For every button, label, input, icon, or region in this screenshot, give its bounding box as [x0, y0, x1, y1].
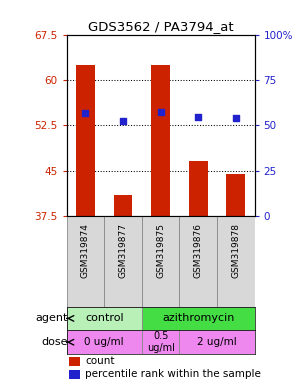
- Bar: [68, 357, 80, 366]
- Text: GSM319876: GSM319876: [194, 223, 203, 278]
- Text: GSM319878: GSM319878: [231, 223, 240, 278]
- Bar: [104, 216, 142, 306]
- Bar: [142, 330, 179, 354]
- Bar: [76, 65, 95, 216]
- Text: GSM319875: GSM319875: [156, 223, 165, 278]
- Bar: [142, 216, 179, 306]
- Bar: [67, 216, 104, 306]
- Bar: [217, 216, 255, 306]
- Title: GDS3562 / PA3794_at: GDS3562 / PA3794_at: [88, 20, 233, 33]
- Text: 0 ug/ml: 0 ug/ml: [85, 337, 124, 347]
- Bar: [189, 161, 208, 216]
- Point: [158, 109, 163, 115]
- Point: [196, 114, 201, 120]
- Text: agent: agent: [35, 313, 68, 323]
- Point: [121, 118, 125, 124]
- Text: GSM319877: GSM319877: [118, 223, 128, 278]
- Bar: [226, 174, 245, 216]
- Point: [233, 115, 238, 121]
- Text: 2 ug/ml: 2 ug/ml: [197, 337, 237, 347]
- Text: control: control: [85, 313, 124, 323]
- Bar: [179, 330, 255, 354]
- Text: percentile rank within the sample: percentile rank within the sample: [85, 369, 261, 379]
- Point: [83, 109, 88, 116]
- Text: dose: dose: [41, 337, 68, 347]
- Bar: [114, 195, 132, 216]
- Bar: [151, 65, 170, 216]
- Bar: [142, 306, 255, 330]
- Bar: [67, 306, 142, 330]
- Text: azithromycin: azithromycin: [162, 313, 234, 323]
- Bar: [68, 370, 80, 379]
- Text: count: count: [85, 356, 115, 366]
- Bar: [67, 330, 142, 354]
- Text: 0.5
ug/ml: 0.5 ug/ml: [147, 331, 175, 353]
- Bar: [179, 216, 217, 306]
- Text: GSM319874: GSM319874: [81, 223, 90, 278]
